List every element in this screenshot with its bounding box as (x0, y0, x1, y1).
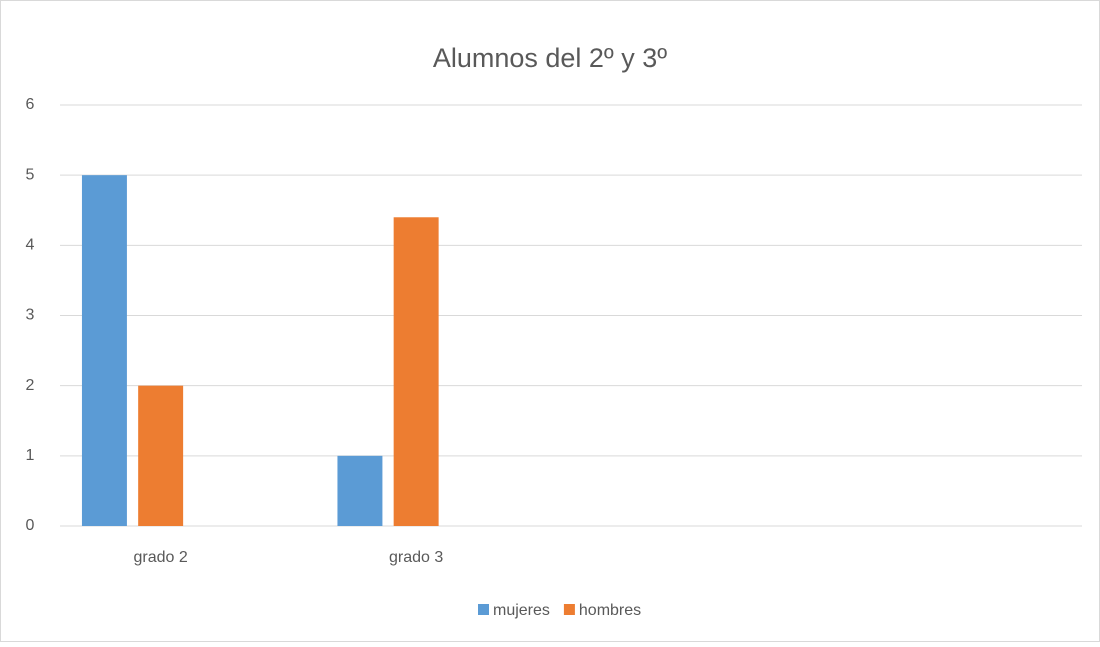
y-tick-label: 2 (26, 377, 35, 394)
x-tick-label: grado 3 (389, 549, 443, 566)
y-tick-label: 4 (26, 237, 35, 254)
y-tick-label: 5 (26, 166, 35, 183)
legend-swatch (478, 604, 489, 615)
bar (138, 385, 184, 526)
legend-swatch (563, 604, 575, 615)
y-tick-label: 0 (26, 517, 35, 534)
legend-label: mujeres (493, 602, 550, 619)
bar (81, 175, 127, 526)
bar (337, 455, 383, 526)
x-tick-label: grado 2 (134, 549, 188, 566)
y-tick-label: 6 (26, 96, 35, 113)
y-tick-label: 3 (26, 307, 35, 324)
bar (393, 217, 439, 526)
y-tick-label: 1 (26, 447, 35, 464)
legend-label: hombres (579, 602, 641, 619)
chart-title: Alumnos del 2º y 3º (433, 43, 667, 73)
